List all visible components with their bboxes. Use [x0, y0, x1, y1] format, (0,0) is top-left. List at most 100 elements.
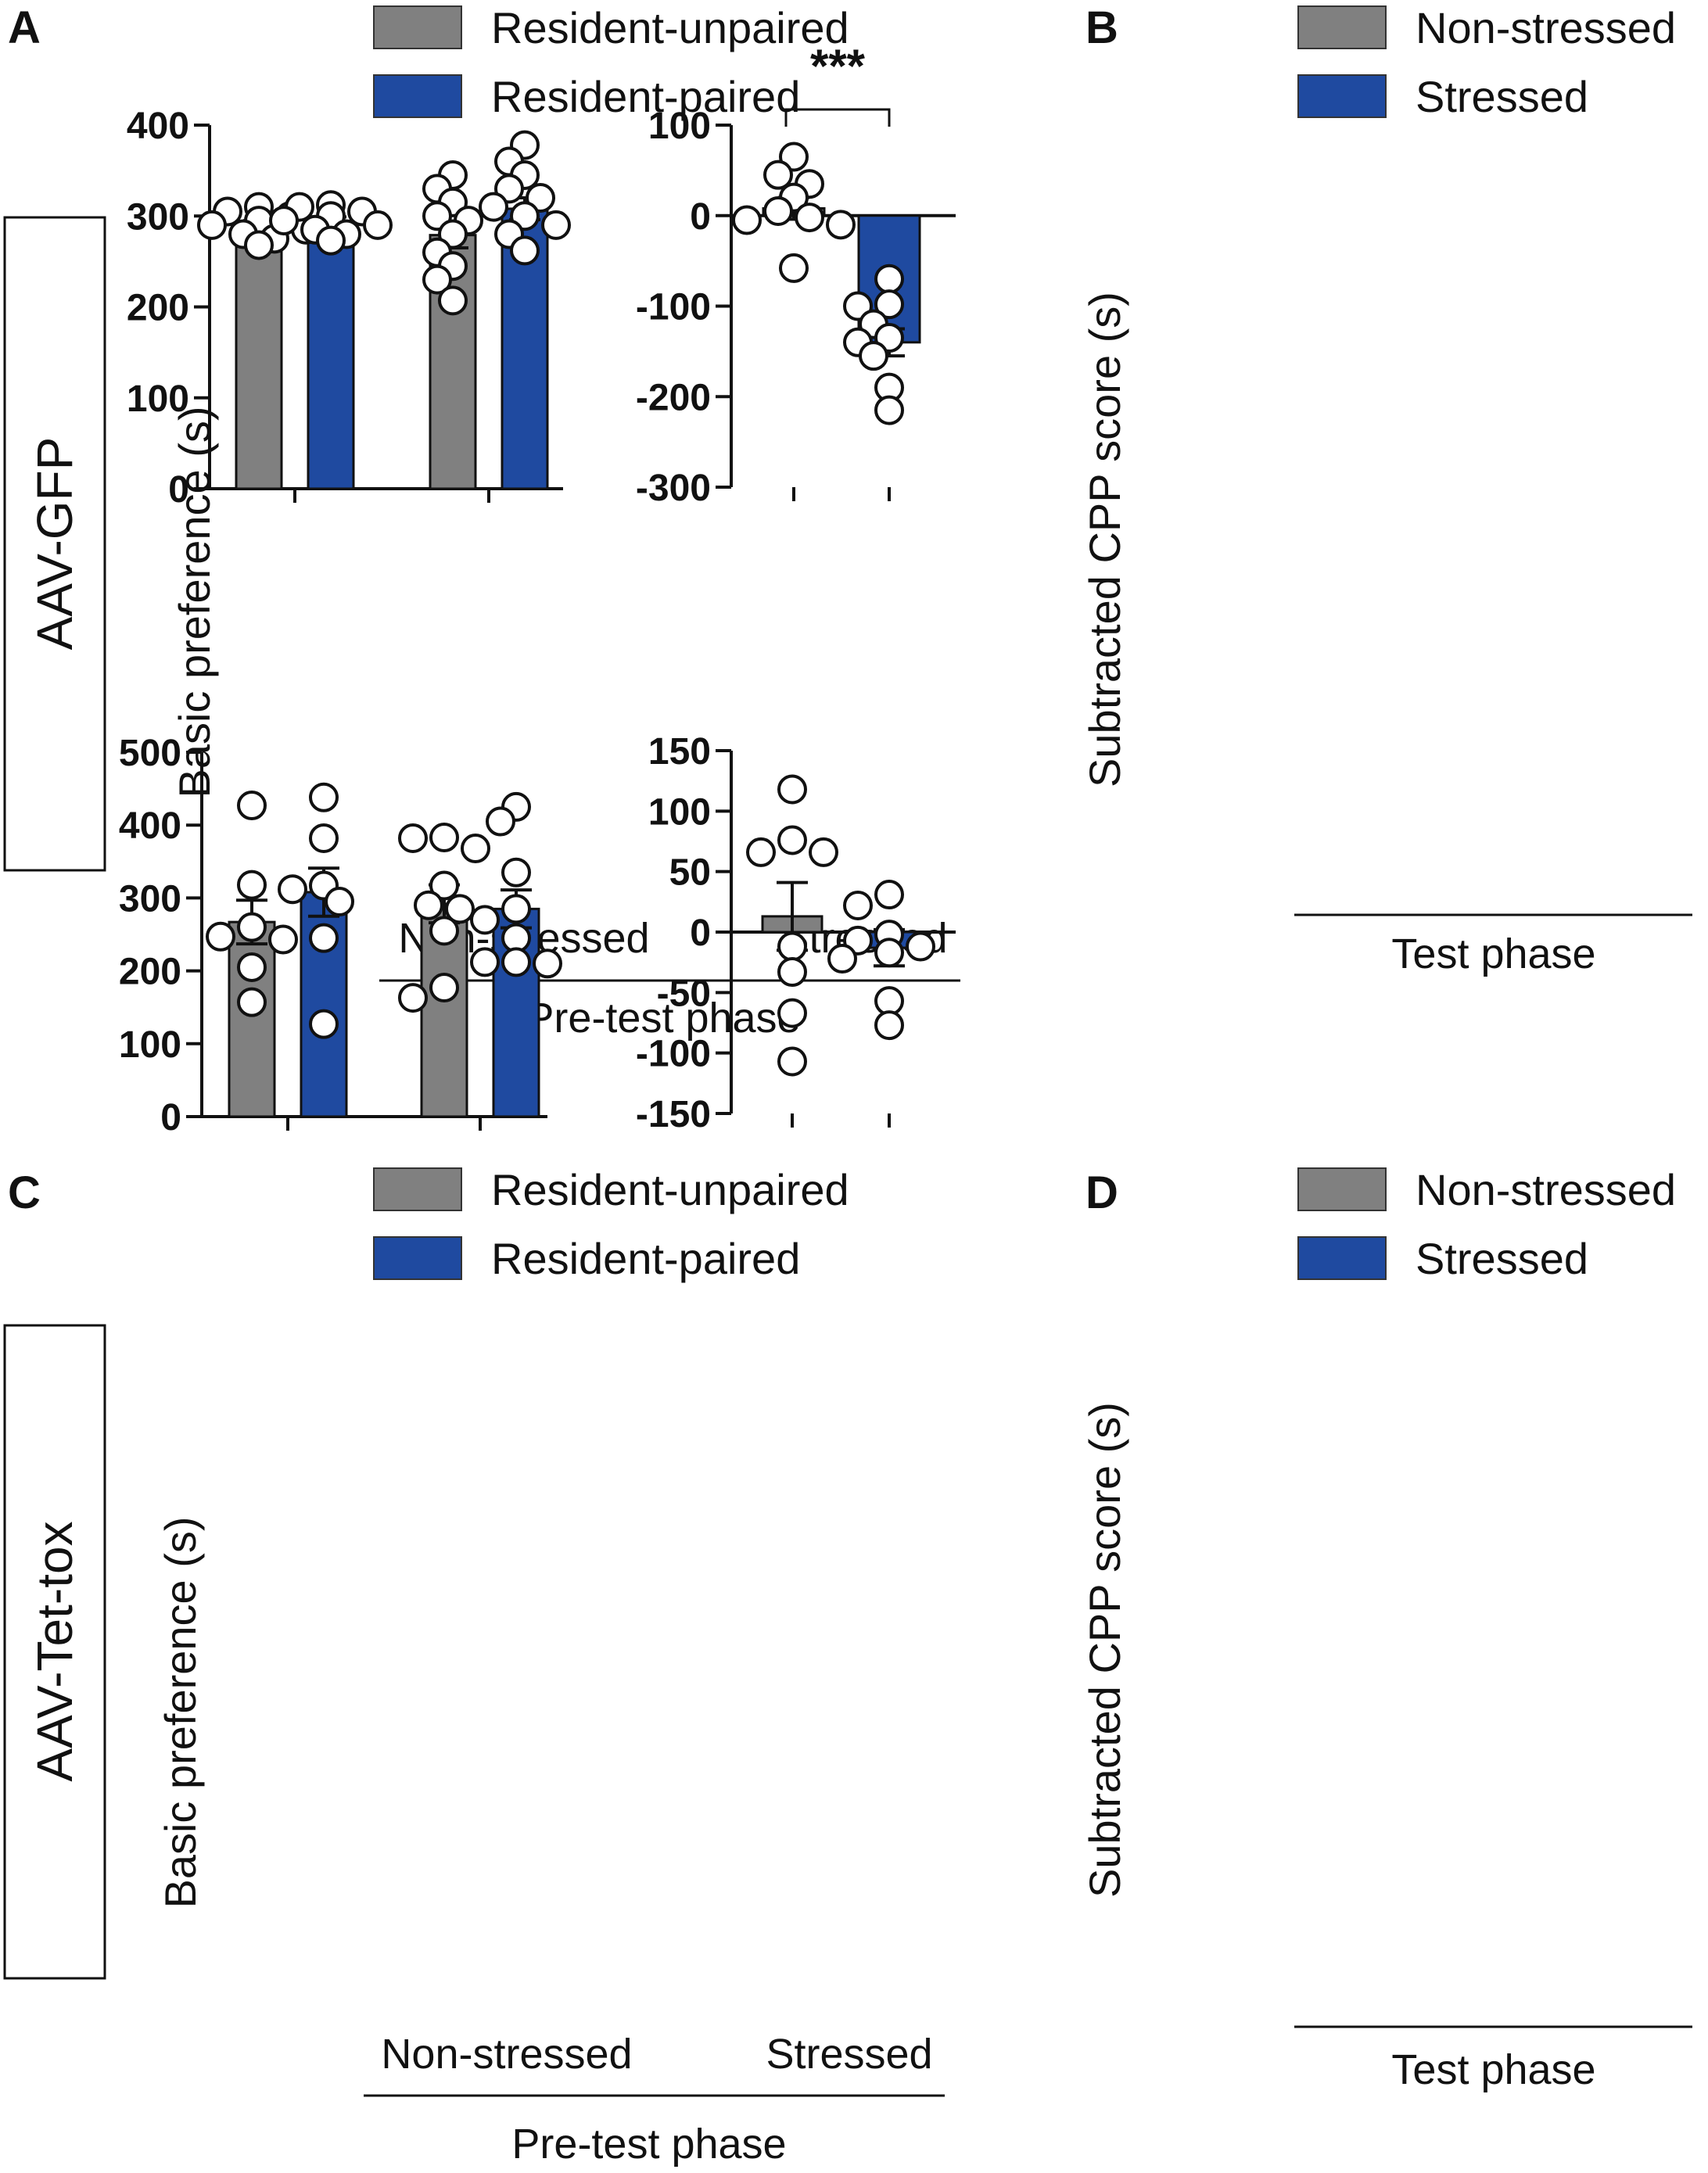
bar-resident-unpaired-non-stressed [235, 224, 283, 490]
data-point [278, 874, 307, 905]
category-label-non-stressed: Non-stressed [381, 2031, 632, 2078]
y-tick-label: 100 [648, 791, 711, 833]
legend-swatch-non-stressed [1297, 1167, 1387, 1211]
panel-d: D Non-stressed Stressed Subtracted CPP s… [636, 731, 1692, 2093]
panel-a-label: A [8, 2, 41, 53]
group-title: Test phase [1391, 2046, 1595, 2093]
data-point [777, 825, 807, 855]
y-tick-label: 0 [690, 913, 711, 954]
y-tick-label: -100 [636, 287, 711, 328]
data-point [461, 834, 490, 864]
data-point [746, 837, 776, 867]
panel-c-label: C [8, 1167, 41, 1218]
data-point [237, 987, 267, 1017]
y-tick-label: 0 [168, 469, 189, 511]
data-point [316, 225, 346, 256]
data-point [398, 823, 428, 853]
legend-swatch-stressed [1297, 74, 1387, 118]
category-label-stressed: Stressed [766, 2031, 932, 2078]
y-tick-label: -150 [636, 1094, 711, 1135]
data-point [501, 947, 531, 977]
y-tick-label: 50 [669, 852, 711, 894]
data-point [501, 857, 531, 887]
data-point [309, 823, 339, 853]
y-tick-label: 100 [119, 1024, 181, 1066]
y-tick-label: 150 [648, 731, 711, 773]
data-point [874, 938, 904, 968]
data-point [429, 916, 459, 946]
data-point [237, 912, 267, 942]
y-tick-label: 500 [119, 733, 181, 774]
data-point [244, 230, 274, 260]
bar-resident-unpaired-non-stressed [228, 920, 276, 1118]
panel-c-legend: Resident-unpaired Resident-paired [373, 1165, 849, 1283]
legend-swatch-unpaired [373, 1167, 462, 1211]
y-tick-label: 200 [119, 952, 181, 993]
data-point [445, 894, 475, 924]
data-point [795, 203, 824, 233]
legend-swatch-paired [373, 74, 462, 118]
side-label-bottom: AAV-Tet-tox [3, 1324, 106, 1980]
side-label-top: AAV-GFP [3, 216, 106, 872]
legend-label-non-stressed: Non-stressed [1416, 1165, 1676, 1214]
data-point [779, 253, 809, 283]
data-point [859, 341, 888, 371]
y-tick-label: 0 [160, 1097, 181, 1138]
y-tick-label: 100 [648, 106, 711, 147]
data-point [732, 205, 762, 235]
data-point [827, 944, 857, 974]
data-point [309, 1009, 339, 1039]
panel-a-legend: Resident-unpaired Resident-paired [373, 3, 849, 121]
data-point [206, 921, 235, 952]
data-point [438, 285, 468, 316]
data-point [237, 870, 267, 900]
panel-c: C Resident-unpaired Resident-paired Basi… [8, 733, 945, 2168]
data-point [414, 890, 443, 920]
panel-b-label: B [1085, 2, 1118, 53]
y-tick-label: 400 [127, 106, 189, 147]
legend-swatch-stressed [1297, 1236, 1387, 1280]
panel-b-legend: Non-stressed Stressed [1297, 3, 1676, 121]
side-label-top-text: AAV-GFP [27, 437, 83, 651]
significance-label: *** [810, 40, 866, 92]
data-point [309, 782, 339, 812]
data-point [429, 870, 459, 901]
y-tick-label: 400 [119, 805, 181, 847]
data-point [309, 923, 339, 953]
panel-b: B Non-stressed Stressed Subtracted CPP s… [636, 2, 1692, 977]
bar-resident-paired-non-stressed [307, 220, 355, 490]
data-point [874, 289, 904, 320]
side-label-bottom-text: AAV-Tet-tox [27, 1521, 83, 1781]
legend-label-unpaired: Resident-unpaired [491, 1165, 849, 1214]
data-point [510, 235, 540, 266]
data-point [763, 195, 793, 226]
data-point [874, 264, 904, 294]
y-axis-title: Subtracted CPP score (s) [1080, 292, 1129, 787]
legend-label-paired: Resident-paired [491, 72, 800, 121]
data-point [398, 983, 428, 1013]
data-point [486, 806, 515, 837]
y-tick-label: 200 [127, 288, 189, 329]
data-point [470, 905, 500, 935]
legend-label-stressed: Stressed [1416, 1234, 1588, 1283]
data-point [777, 998, 807, 1028]
data-point [906, 931, 935, 962]
y-axis-title: Subtracted CPP score (s) [1080, 1402, 1129, 1898]
data-point [541, 210, 571, 240]
group-title: Test phase [1391, 931, 1595, 977]
panel-d-legend: Non-stressed Stressed [1297, 1165, 1676, 1283]
data-point [777, 931, 807, 962]
y-tick-label: -200 [636, 377, 711, 418]
data-point [533, 948, 562, 979]
data-point [826, 210, 856, 240]
y-axis-title: Basic preference (s) [156, 1516, 205, 1908]
data-point [777, 774, 807, 805]
legend-swatch-non-stressed [1297, 5, 1387, 49]
y-tick-label: -300 [636, 468, 711, 509]
data-point [363, 210, 393, 240]
data-point [501, 894, 531, 924]
data-point [874, 395, 904, 425]
legend-label-paired: Resident-paired [491, 1234, 800, 1283]
legend-swatch-paired [373, 1236, 462, 1280]
